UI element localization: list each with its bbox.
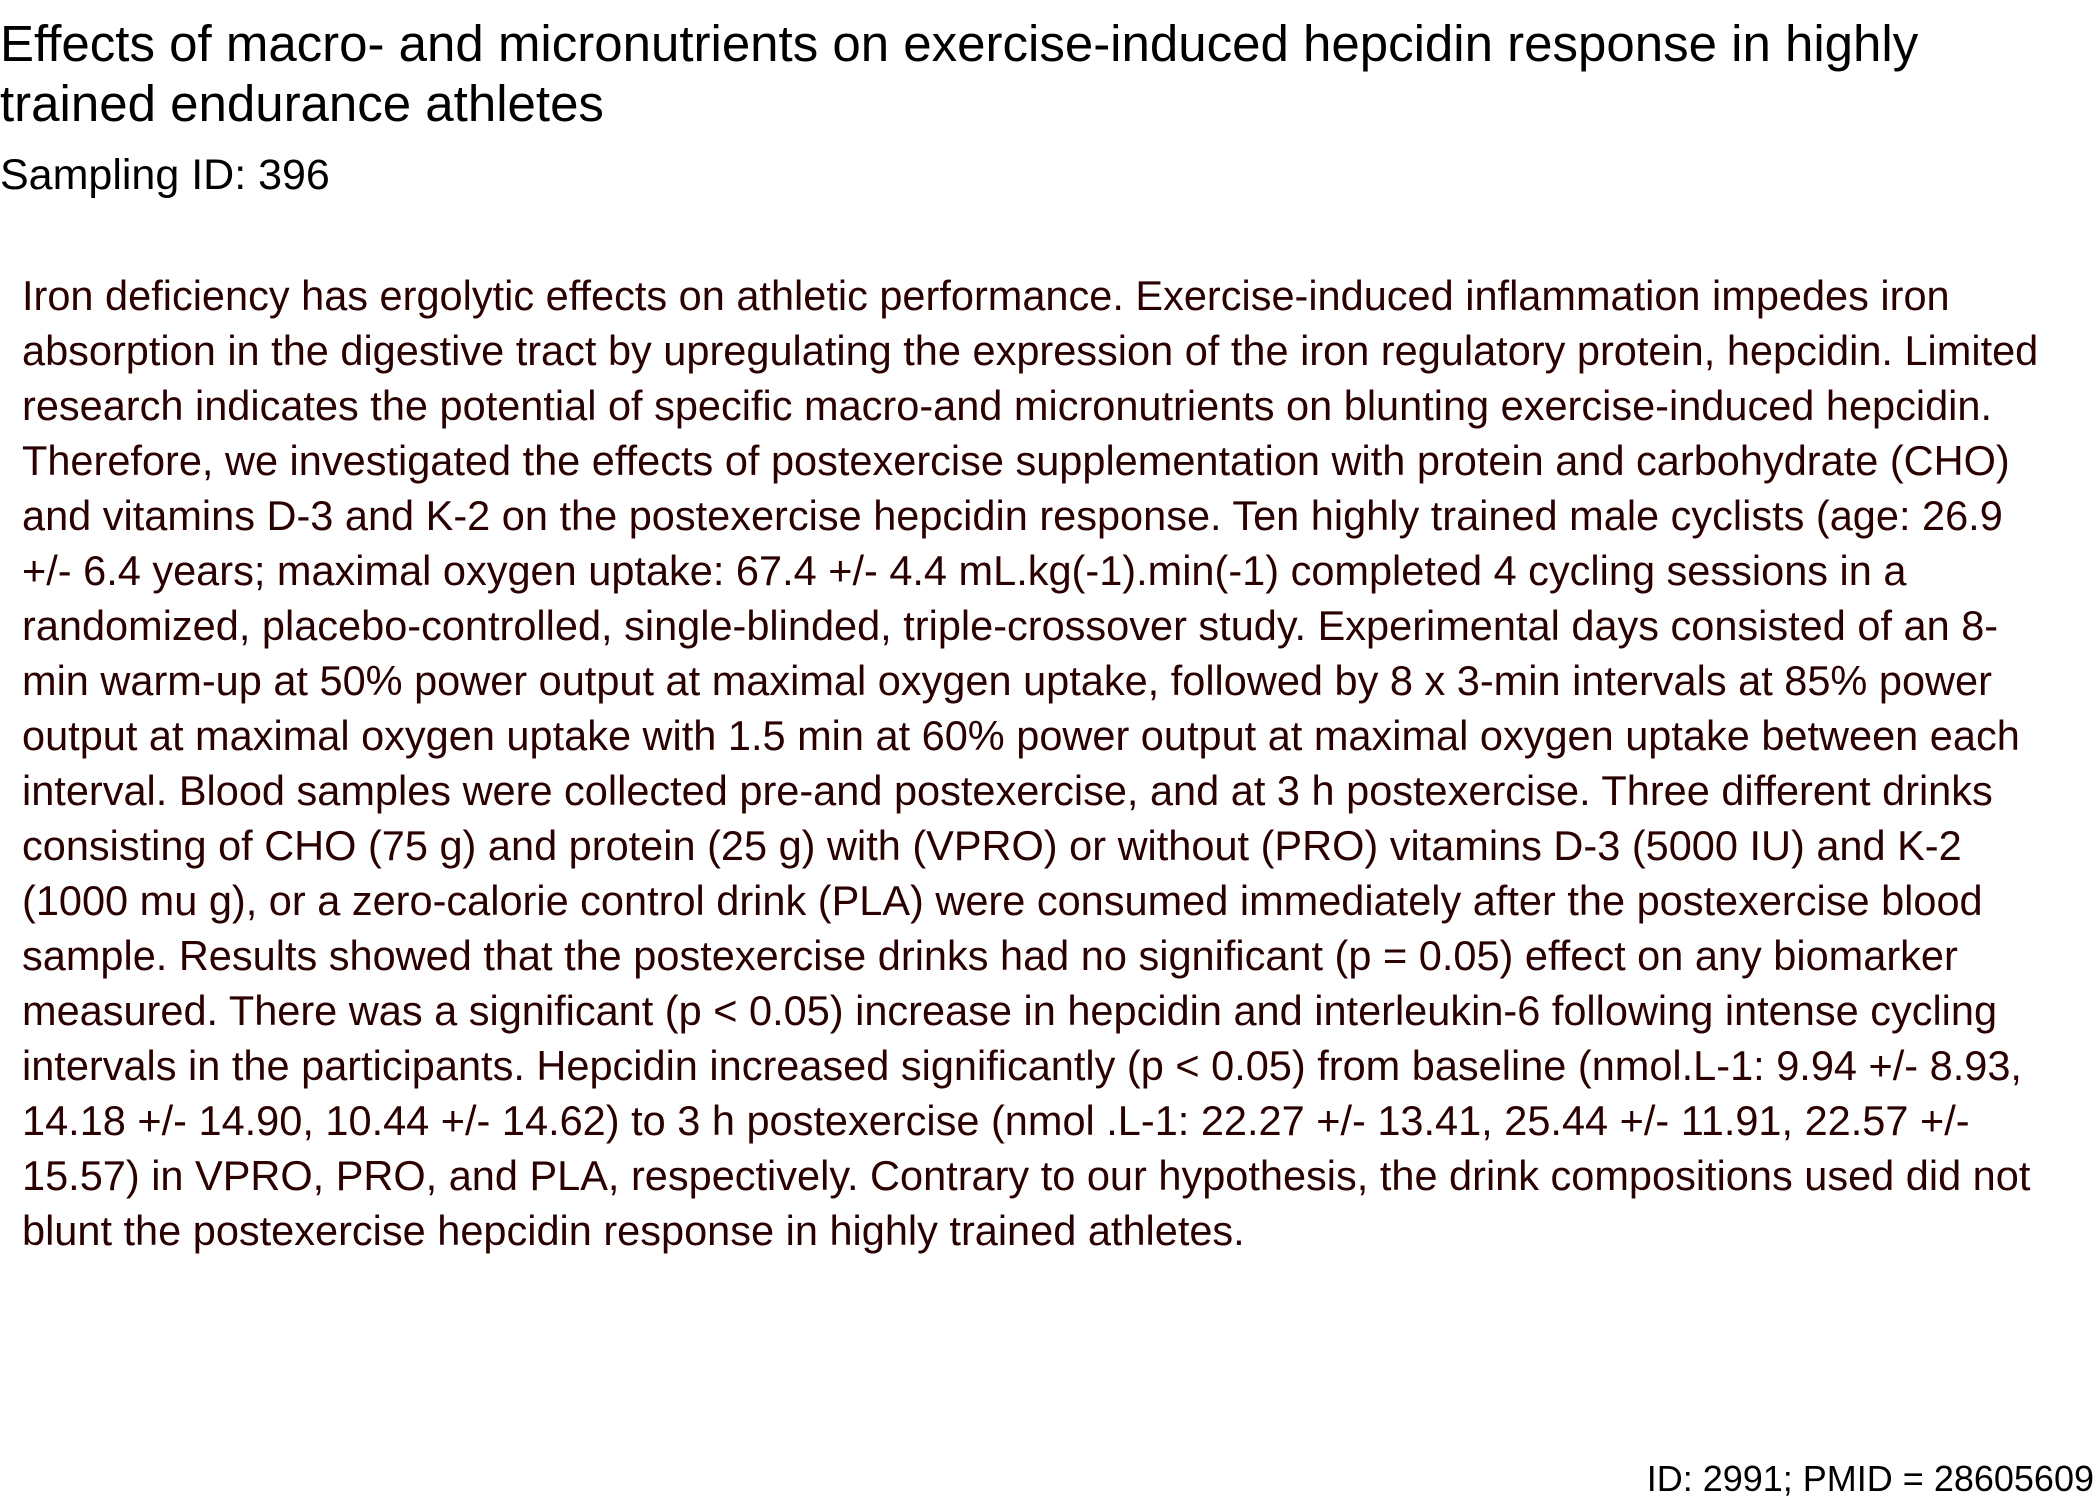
document-title: Effects of macro- and micronutrients on …	[0, 15, 1919, 132]
footer-id: ID: 2991; PMID = 28605609	[1646, 1458, 2094, 1499]
sampling-id: Sampling ID: 396	[0, 151, 330, 199]
abstract-text: Iron deficiency has ergolytic effects on…	[22, 272, 2039, 1254]
